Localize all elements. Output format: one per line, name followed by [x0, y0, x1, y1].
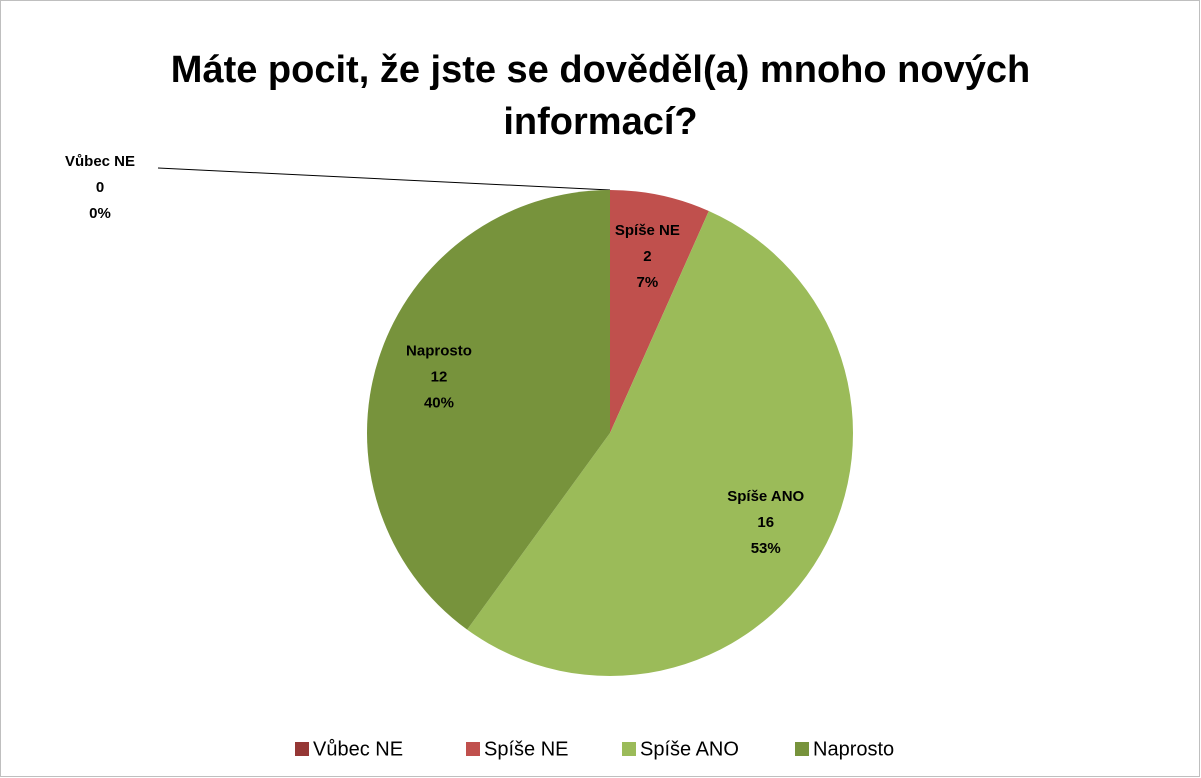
legend-swatch [622, 742, 636, 756]
legend-label: Naprosto [813, 738, 894, 760]
pie-slice [610, 190, 709, 433]
data-label-percent: 7% [637, 274, 659, 291]
legend-label: Vůbec NE [313, 738, 403, 760]
data-label-value: 16 [757, 514, 774, 531]
data-label-value: 0 [96, 179, 104, 196]
data-label-percent: 0% [89, 205, 111, 222]
legend-swatch [466, 742, 480, 756]
data-label-name: Naprosto [406, 342, 472, 359]
data-label-name: Vůbec NE [65, 153, 135, 170]
data-label-percent: 53% [751, 540, 781, 557]
legend-label: Spíše NE [484, 738, 568, 760]
chart-title: Máte pocit, že jste se dověděl(a) mnoho … [170, 49, 1031, 143]
data-label-percent: 40% [424, 394, 454, 411]
pie-slice [467, 211, 854, 677]
leader-line [157, 167, 611, 191]
data-label-name: Spíše NE [615, 222, 680, 239]
data-label-value: 12 [431, 368, 448, 385]
data-label-name: Spíše ANO [727, 488, 804, 505]
legend-swatch [295, 742, 309, 756]
legend-swatch [795, 742, 809, 756]
legend-label: Spíše ANO [640, 738, 739, 760]
pie-slice [367, 190, 610, 630]
data-label-value: 2 [643, 248, 651, 265]
